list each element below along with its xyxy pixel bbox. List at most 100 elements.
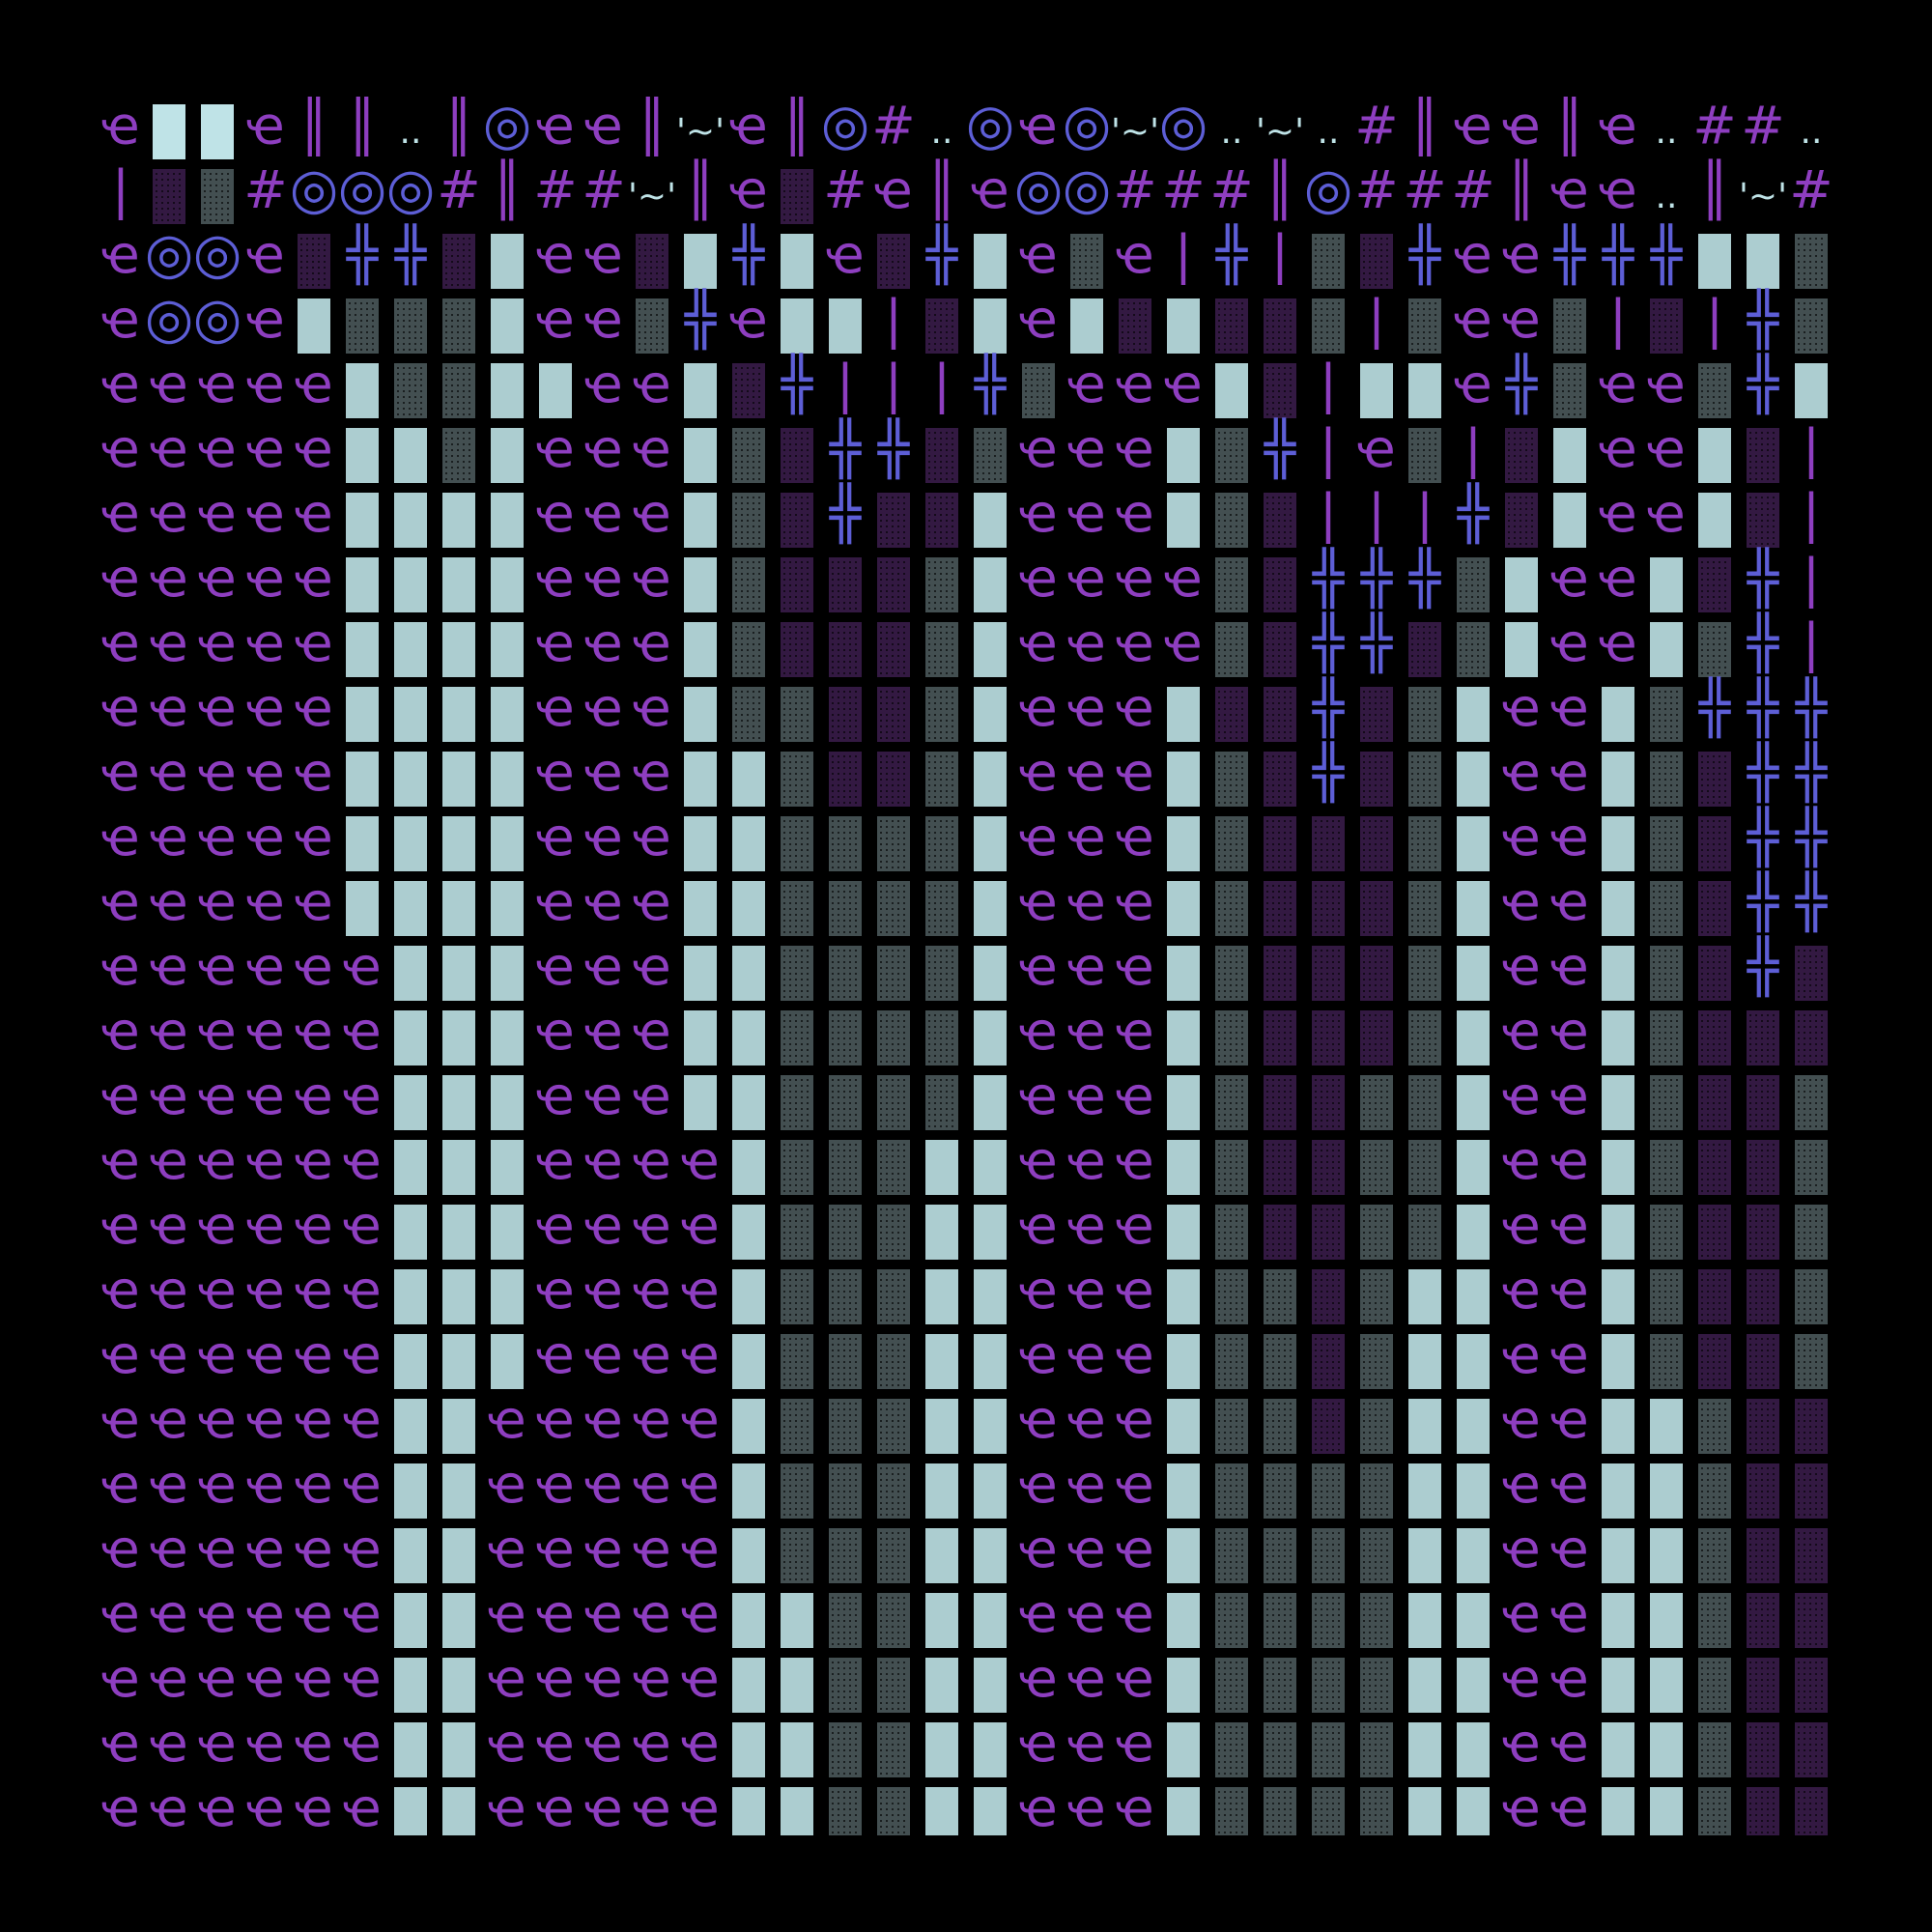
medium-shade-glyph — [1650, 1658, 1683, 1713]
medium-shade-glyph — [394, 816, 427, 871]
medium-shade-glyph — [1602, 1334, 1634, 1389]
swirl-glyph: ҽ — [150, 1324, 187, 1385]
swirl-glyph: ҽ — [584, 483, 622, 544]
glyph-row: ҽ ҽ ҽ ҽ ҽ ҽ ҽ ╬ | | | ╬ ҽ ҽ ҽ | ҽ ╬ ҽ ҽ ╬ — [101, 353, 1828, 418]
dots-glyph: .. — [1221, 112, 1243, 152]
swirl-glyph: ҽ — [1067, 1001, 1105, 1062]
swirl-glyph: ҽ — [1550, 1454, 1588, 1515]
swirl-glyph: ҽ — [1116, 1195, 1153, 1256]
swirl-glyph: ҽ — [1019, 871, 1057, 932]
swirl-glyph: ҽ — [536, 418, 574, 479]
medium-shade-glyph — [732, 1269, 765, 1324]
swirl-glyph: ҽ — [1019, 1130, 1057, 1191]
bar-glyph: | — [1175, 224, 1192, 285]
medium-shade-glyph — [732, 1075, 765, 1130]
swirl-glyph: ҽ — [101, 224, 139, 285]
swirl-glyph: ҽ — [536, 807, 574, 867]
swirl-glyph: ҽ — [1116, 483, 1153, 544]
bar-glyph: | — [1803, 612, 1820, 673]
swirl-glyph: ҽ — [1502, 742, 1540, 803]
swirl-glyph: ҽ — [1599, 483, 1636, 544]
swirl-glyph: ҽ — [536, 1519, 574, 1579]
swirl-glyph: ҽ — [295, 1260, 332, 1321]
medium-shade-glyph — [346, 881, 379, 936]
swirl-glyph: ҽ — [1067, 548, 1105, 609]
swirl-glyph: ҽ — [1599, 354, 1636, 414]
medium-shade-glyph — [684, 881, 717, 936]
medium-shade-glyph — [491, 881, 524, 936]
cross-glyph: ╬ — [1795, 676, 1828, 739]
cross-glyph: ╬ — [1795, 870, 1828, 933]
swirl-glyph: ҽ — [343, 1065, 381, 1126]
target-glyph: ◎ — [1159, 97, 1208, 156]
medium-shade-glyph — [684, 687, 717, 742]
bar-glyph: | — [885, 289, 902, 350]
medium-shade-glyph — [394, 1140, 427, 1195]
medium-shade-glyph — [346, 752, 379, 807]
medium-shade-glyph — [1457, 1787, 1490, 1835]
medium-shade-glyph — [732, 1463, 765, 1519]
medium-shade-glyph — [442, 1528, 475, 1583]
medium-shade-glyph — [1360, 363, 1393, 418]
swirl-glyph: ҽ — [295, 612, 332, 673]
medium-shade-glyph — [1505, 557, 1538, 612]
swirl-glyph: ҽ — [246, 742, 284, 803]
swirl-glyph: ҽ — [584, 871, 622, 932]
medium-shade-glyph — [1457, 1075, 1490, 1130]
swirl-glyph: ҽ — [343, 1324, 381, 1385]
swirl-glyph: ҽ — [633, 1454, 670, 1515]
swirl-glyph: ҽ — [1550, 159, 1588, 220]
swirl-glyph: ҽ — [150, 1260, 187, 1321]
swirl-glyph: ҽ — [584, 1065, 622, 1126]
medium-shade-glyph — [1167, 1399, 1200, 1454]
bar-glyph: | — [1464, 418, 1482, 479]
swirl-glyph: ҽ — [150, 1713, 187, 1774]
cross-glyph: ╬ — [346, 223, 379, 286]
swirl-glyph: ҽ — [1116, 871, 1153, 932]
swirl-glyph: ҽ — [1502, 1130, 1540, 1191]
target-glyph: ◎ — [1063, 97, 1112, 156]
swirl-glyph: ҽ — [1067, 677, 1105, 738]
swirl-glyph: ҽ — [1454, 289, 1492, 350]
swirl-glyph: ҽ — [101, 1195, 139, 1256]
medium-shade-glyph — [491, 622, 524, 677]
medium-shade-glyph — [1602, 1140, 1634, 1195]
medium-shade-glyph — [829, 298, 862, 354]
swirl-glyph: ҽ — [246, 224, 284, 285]
swirl-glyph: ҽ — [246, 1454, 284, 1515]
hash-glyph: # — [1113, 159, 1156, 220]
swirl-glyph: ҽ — [246, 1195, 284, 1256]
swirl-glyph: ҽ — [1116, 224, 1153, 285]
medium-shade-glyph — [539, 363, 572, 418]
swirl-glyph: ҽ — [488, 1519, 526, 1579]
target-glyph: ◎ — [483, 97, 532, 156]
medium-shade-glyph — [491, 1269, 524, 1324]
swirl-glyph: ҽ — [150, 483, 187, 544]
medium-shade-glyph — [1167, 1528, 1200, 1583]
swirl-glyph: ҽ — [536, 871, 574, 932]
swirl-glyph: ҽ — [971, 159, 1009, 220]
medium-shade-glyph — [491, 687, 524, 742]
medium-shade-glyph — [925, 1140, 958, 1195]
medium-shade-glyph — [732, 1140, 765, 1195]
swirl-glyph: ҽ — [536, 1065, 574, 1126]
bar-glyph: | — [933, 354, 951, 414]
double-bar-glyph: ║ — [781, 97, 813, 156]
swirl-glyph: ҽ — [1116, 807, 1153, 867]
cross-glyph: ╬ — [1650, 223, 1683, 286]
swirl-glyph: ҽ — [729, 289, 767, 350]
glyph-row: ҽ ҽ ҽ ҽ ҽ ҽ ҽ ҽ ҽ ҽ ҽ ҽ ╬ ╬ ҽ ҽ ╬ | — [101, 611, 1820, 677]
cross-glyph: ╬ — [1505, 353, 1538, 415]
hash-glyph: # — [1354, 159, 1398, 220]
target-glyph: ◎ — [193, 220, 242, 286]
medium-shade-glyph — [684, 234, 717, 289]
cross-glyph: ╬ — [1747, 676, 1779, 739]
medium-shade-glyph — [346, 622, 379, 677]
swirl-glyph: ҽ — [536, 1260, 574, 1321]
swirl-glyph: ҽ — [150, 1065, 187, 1126]
cross-glyph: ╬ — [684, 288, 717, 351]
medium-shade-glyph — [1167, 1010, 1200, 1065]
swirl-glyph: ҽ — [1019, 1195, 1057, 1256]
